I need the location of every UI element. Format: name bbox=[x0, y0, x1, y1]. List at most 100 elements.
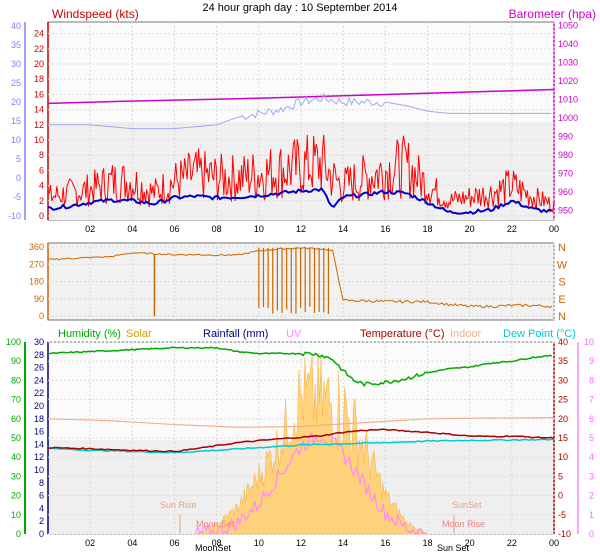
temp-tick: 30 bbox=[558, 375, 568, 385]
humidity-tick: 10 bbox=[11, 510, 21, 520]
wind-blue-tick: 35 bbox=[11, 40, 21, 50]
rain-tick: 6 bbox=[39, 491, 44, 501]
wind-red-tick: 8 bbox=[39, 150, 44, 160]
direction-tick: 0 bbox=[39, 311, 44, 321]
wind-red-tick: 22 bbox=[34, 44, 44, 54]
wind-blue-tick: -10 bbox=[8, 211, 21, 221]
barometer-tick: 1050 bbox=[558, 21, 578, 31]
rain-tick: 0 bbox=[39, 529, 44, 539]
humidity-line bbox=[47, 346, 553, 388]
weather-series bbox=[47, 346, 555, 536]
rain-tick: 2 bbox=[39, 516, 44, 526]
x-tick-label: 20 bbox=[465, 224, 475, 234]
rain-tick: 24 bbox=[34, 375, 44, 385]
barometer-tick: 1040 bbox=[558, 39, 578, 49]
x-tick-label: 18 bbox=[422, 224, 432, 234]
x-tick-label: 20 bbox=[465, 538, 475, 548]
wind-blue-tick: 20 bbox=[11, 97, 21, 107]
wind-red-tick: 24 bbox=[34, 29, 44, 39]
temp-tick: 35 bbox=[558, 356, 568, 366]
humidity-tick: 80 bbox=[11, 375, 21, 385]
rain-tick: 16 bbox=[34, 427, 44, 437]
direction-tick: 90 bbox=[34, 294, 44, 304]
wind-blue-tick: 5 bbox=[16, 154, 21, 164]
barometer-tick: 970 bbox=[558, 169, 573, 179]
temperature-label: Temperature (°C) bbox=[360, 328, 444, 340]
x-tick-label: 00 bbox=[549, 538, 559, 548]
x-tick-label: 00 bbox=[549, 224, 559, 234]
uv-tick: 6 bbox=[589, 414, 594, 424]
x-tick-label: 16 bbox=[380, 224, 390, 234]
sunrise-annotation: Sun Rise bbox=[160, 500, 197, 510]
x-tick-label: 16 bbox=[380, 538, 390, 548]
compass-letter: E bbox=[558, 294, 565, 306]
uv-label: UV bbox=[286, 328, 302, 340]
rain-tick: 26 bbox=[34, 363, 44, 373]
humidity-tick: 100 bbox=[6, 337, 21, 347]
wind-blue-tick: -5 bbox=[13, 192, 21, 202]
x-tick-label: 22 bbox=[507, 538, 517, 548]
temp-tick: 15 bbox=[558, 433, 568, 443]
x-tick-label: 12 bbox=[296, 224, 306, 234]
wind-red-tick: 0 bbox=[39, 211, 44, 221]
x-tick-label: 04 bbox=[127, 224, 137, 234]
rainfall-label: Rainfall (mm) bbox=[203, 328, 268, 340]
humidity-tick: 30 bbox=[11, 471, 21, 481]
direction-tick: 180 bbox=[29, 277, 44, 287]
temp-tick: 0 bbox=[558, 491, 563, 501]
indoor-line bbox=[47, 417, 555, 428]
dewpoint-line bbox=[47, 438, 555, 454]
temp-tick: 20 bbox=[558, 414, 568, 424]
uv-tick: 1 bbox=[589, 510, 594, 520]
uv-tick: 7 bbox=[589, 395, 594, 405]
humidity-tick: 0 bbox=[16, 529, 21, 539]
x-tick-label: 10 bbox=[254, 224, 264, 234]
wind-red-tick: 14 bbox=[34, 105, 44, 115]
weather-panel: Humidity (%) Solar Rainfall (mm) UV Temp… bbox=[6, 328, 594, 553]
temp-tick: 25 bbox=[558, 395, 568, 405]
x-tick-label: 08 bbox=[212, 224, 222, 234]
rain-tick: 18 bbox=[34, 414, 44, 424]
direction-tick: 360 bbox=[29, 242, 44, 252]
barometer-tick: 950 bbox=[558, 206, 573, 216]
uv-tick: 10 bbox=[584, 337, 594, 347]
wind-blue-tick: 30 bbox=[11, 59, 21, 69]
wind-direction-line bbox=[47, 246, 553, 309]
direction-tick: 270 bbox=[29, 259, 44, 269]
humidity-tick: 20 bbox=[11, 491, 21, 501]
x-tick-label: 22 bbox=[507, 224, 517, 234]
rain-tick: 20 bbox=[34, 401, 44, 411]
x-tick-label: 02 bbox=[85, 538, 95, 548]
barometer-tick: 1020 bbox=[558, 76, 578, 86]
uv-tick: 0 bbox=[589, 529, 594, 539]
x-tick-label: 02 bbox=[85, 224, 95, 234]
sunset-axis-annotation: Sun Set bbox=[437, 543, 470, 553]
x-tick-label: 12 bbox=[296, 538, 306, 548]
graph-title: 24 hour graph day : 10 September 2014 bbox=[202, 2, 397, 14]
wind-blue-tick: 40 bbox=[11, 21, 21, 31]
windspeed-line bbox=[47, 134, 555, 214]
humidity-label: Humidity (%) bbox=[58, 328, 121, 340]
barometer-tick: 1000 bbox=[558, 113, 578, 123]
temp-tick: 10 bbox=[558, 452, 568, 462]
uv-tick: 8 bbox=[589, 375, 594, 385]
temp-tick: -5 bbox=[558, 510, 566, 520]
barometer-line bbox=[47, 88, 555, 105]
wind-red-tick: 16 bbox=[34, 89, 44, 99]
rain-tick: 4 bbox=[39, 503, 44, 513]
uv-line bbox=[195, 431, 428, 536]
humidity-tick: 60 bbox=[11, 414, 21, 424]
barometer-tick: 980 bbox=[558, 150, 573, 160]
humidity-tick: 50 bbox=[11, 433, 21, 443]
dewpoint-label: Dew Point (°C) bbox=[503, 328, 576, 340]
temperature-line bbox=[47, 428, 555, 453]
gust-reference-line bbox=[48, 92, 552, 130]
wind-red-tick: 12 bbox=[34, 120, 44, 130]
wind-red-tick: 4 bbox=[39, 181, 44, 191]
wind-average-line bbox=[47, 186, 552, 215]
sunset-annotation: SunSet bbox=[452, 500, 482, 510]
weather-tick-labels: 4035302520151050-5-101009080706050403020… bbox=[6, 337, 594, 548]
temp-tick: 5 bbox=[558, 471, 563, 481]
